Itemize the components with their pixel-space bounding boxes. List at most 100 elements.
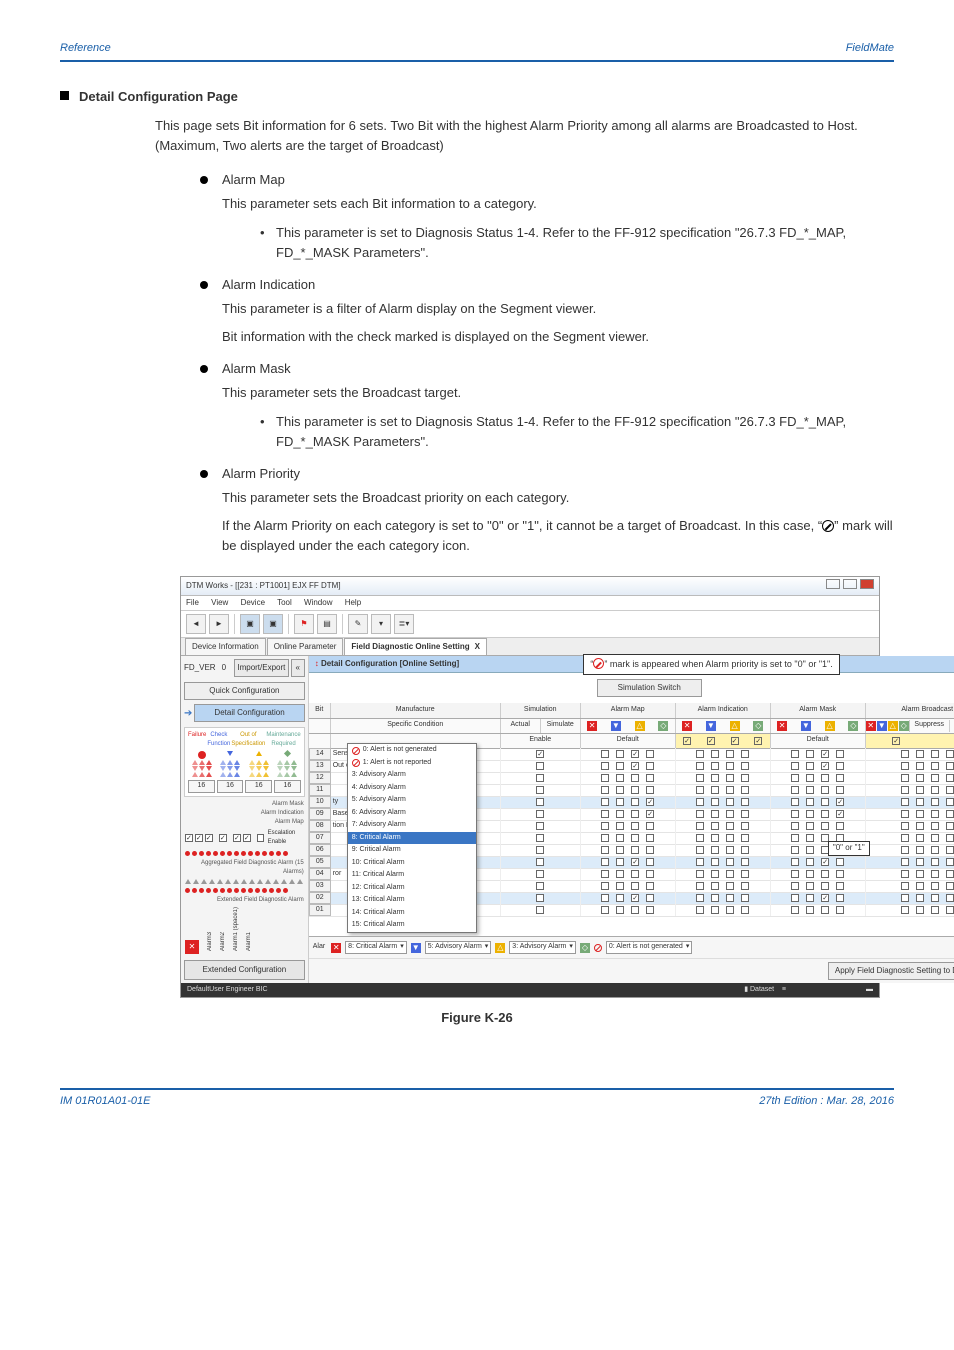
- left-panel: FD_VER 0 Import/Export « Quick Configura…: [181, 656, 309, 983]
- apply-button[interactable]: Apply Field Diagnostic Setting to Device: [828, 962, 954, 980]
- window-buttons[interactable]: [825, 579, 874, 593]
- hdr-check: Check Function: [207, 731, 230, 749]
- bb-dd2[interactable]: 5: Advisory Alarm: [425, 941, 492, 954]
- window-title: DTM Works - [[231 : PT1001] EJX FF DTM]: [186, 580, 341, 592]
- bb-check-icon: ▼: [411, 943, 421, 953]
- tab-device-info[interactable]: Device Information: [185, 638, 266, 655]
- dropdown-item[interactable]: 12: Critical Alarm: [348, 882, 476, 895]
- header-right: FieldMate: [846, 40, 894, 57]
- menu-file[interactable]: File: [186, 598, 199, 607]
- tb-wand-icon[interactable]: ✎: [348, 614, 368, 634]
- dropdown-item[interactable]: 3: Advisory Alarm: [348, 769, 476, 782]
- alarm-map-bullet: This parameter is set to Diagnosis Statu…: [260, 223, 894, 263]
- hdr-out: Out of Specification: [231, 731, 265, 749]
- sub-simulate: Simulate: [541, 719, 581, 733]
- item-alarm-map: Alarm Map: [200, 170, 894, 190]
- figure-caption: Figure K-26: [60, 1008, 894, 1028]
- no-icon: [593, 658, 604, 669]
- window-titlebar: DTM Works - [[231 : PT1001] EJX FF DTM]: [181, 577, 879, 596]
- tb-list-icon[interactable]: ≣▾: [394, 614, 414, 634]
- menubar[interactable]: File View Device Tool Window Help: [181, 596, 879, 611]
- menu-device[interactable]: Device: [241, 598, 265, 607]
- collapse-icon[interactable]: «: [291, 659, 305, 677]
- bottom-bar: Alar ✕ 8: Critical Alarm ▼ 5: Advisory A…: [309, 936, 954, 958]
- col-alarm-mask: Alarm Mask: [771, 703, 866, 718]
- tb-fwd-icon[interactable]: ►: [209, 614, 229, 634]
- dropdown-item[interactable]: 5: Advisory Alarm: [348, 794, 476, 807]
- dropdown-item[interactable]: 0: Alert is not generated: [348, 744, 476, 757]
- bottom-rule: [60, 1088, 894, 1090]
- menu-help[interactable]: Help: [345, 598, 361, 607]
- top-rule: [60, 60, 894, 62]
- minimize-button[interactable]: [826, 579, 840, 589]
- tb-dd-icon[interactable]: ▾: [371, 614, 391, 634]
- dropdown-item[interactable]: 13: Critical Alarm: [348, 894, 476, 907]
- figure-window: DTM Works - [[231 : PT1001] EJX FF DTM] …: [180, 576, 880, 998]
- item-alarm-mask: Alarm Mask: [200, 359, 894, 379]
- col-manufacturer: Manufacture: [331, 703, 501, 718]
- num-4: 16: [274, 780, 301, 793]
- priority-dropdown[interactable]: 0: Alert is not generated1: Alert is not…: [347, 743, 477, 933]
- intro-paragraph: This page sets Bit information for 6 set…: [155, 116, 894, 156]
- status-dataset: Dataset: [750, 986, 774, 993]
- menu-window[interactable]: Window: [304, 598, 332, 607]
- dropdown-item[interactable]: 6: Advisory Alarm: [348, 807, 476, 820]
- ext-alarm-label: Extended Field Diagnostic Alarm: [181, 896, 308, 905]
- menu-view[interactable]: View: [211, 598, 228, 607]
- tri-row: [181, 877, 308, 886]
- category-matrix: Failure Check Function Out of Specificat…: [184, 727, 305, 797]
- hdr-failure: Failure: [188, 731, 206, 749]
- col-bit: Bit: [309, 703, 331, 718]
- menu-tool[interactable]: Tool: [277, 598, 292, 607]
- tb-icon-1[interactable]: ▣: [240, 614, 260, 634]
- footer-right: 27th Edition : Mar. 28, 2016: [759, 1093, 894, 1110]
- col-alarm-broadcast: Alarm Broadcast: [866, 703, 954, 718]
- maximize-button[interactable]: [843, 579, 857, 589]
- quick-config-button[interactable]: Quick Configuration: [184, 682, 305, 700]
- item-alarm-indication: Alarm Indication: [200, 275, 894, 295]
- alarm-priority-body1: This parameter sets the Broadcast priori…: [222, 488, 894, 508]
- dropdown-item[interactable]: 10: Critical Alarm: [348, 857, 476, 870]
- right-panel: ↕ Detail Configuration [Online Setting] …: [309, 656, 954, 983]
- sub-alarmpri: Alarm Pri: [949, 720, 954, 732]
- alarm-mask-body: This parameter sets the Broadcast target…: [222, 383, 894, 403]
- close-button[interactable]: [860, 579, 874, 589]
- allpri-label: Alar: [313, 942, 325, 953]
- tb-back-icon[interactable]: ◄: [186, 614, 206, 634]
- bb-maint-icon: ◇: [580, 943, 590, 953]
- dropdown-item[interactable]: 7: Advisory Alarm: [348, 819, 476, 832]
- toolbar: ◄ ► ▣ ▣ ⚑ ▤ ✎ ▾ ≣▾: [181, 611, 879, 638]
- dropdown-item[interactable]: 15: Critical Alarm: [348, 919, 476, 932]
- hdr-maint: Maintenance Required: [266, 731, 300, 749]
- bb-dd1[interactable]: 8: Critical Alarm: [345, 941, 407, 954]
- dropdown-item[interactable]: 1: Alert is not reported: [348, 757, 476, 770]
- extended-config-button[interactable]: Extended Configuration: [184, 960, 305, 980]
- bb-dd3[interactable]: 3: Advisory Alarm: [509, 941, 576, 954]
- legend-ind: Alarm Indication: [181, 809, 308, 818]
- tb-icon-3[interactable]: ▤: [317, 614, 337, 634]
- status-user: DefaultUser Engineer BIC: [187, 985, 268, 996]
- grid: Bit Manufacture Simulation Alarm Map Ala…: [309, 703, 954, 936]
- sub-default2: Default: [771, 734, 866, 748]
- detail-config-button[interactable]: Detail Configuration: [194, 704, 304, 722]
- dropdown-item[interactable]: 9: Critical Alarm: [348, 844, 476, 857]
- alarm-mask-bullet: This parameter is set to Diagnosis Statu…: [260, 412, 894, 452]
- import-export-button[interactable]: Import/Export: [234, 659, 289, 677]
- bb-dd4[interactable]: 0: Alert is not generated: [606, 941, 692, 954]
- sub-default1: Default: [581, 734, 676, 748]
- tb-flag-icon[interactable]: ⚑: [294, 614, 314, 634]
- tab-field-diag[interactable]: Field Diagnostic Online SettingX: [344, 638, 487, 655]
- sub-suppress: Suppress: [909, 720, 949, 732]
- escalation-enable[interactable]: Escalation Enable: [268, 829, 304, 847]
- callout-priority: “” mark is appeared when Alarm priority …: [583, 654, 839, 675]
- tab-online-param[interactable]: Online Parameter: [267, 638, 344, 655]
- dropdown-item[interactable]: 11: Critical Alarm: [348, 869, 476, 882]
- dropdown-item[interactable]: 14: Critical Alarm: [348, 907, 476, 920]
- ext-alarm-icon: ✕: [185, 940, 199, 954]
- dropdown-item[interactable]: 4: Advisory Alarm: [348, 782, 476, 795]
- simulation-switch-button[interactable]: Simulation Switch: [597, 679, 702, 697]
- no-icon: [822, 520, 834, 532]
- tab-close-icon[interactable]: X: [475, 642, 480, 651]
- dropdown-item[interactable]: 8: Critical Alarm: [348, 832, 476, 845]
- tb-icon-2[interactable]: ▣: [263, 614, 283, 634]
